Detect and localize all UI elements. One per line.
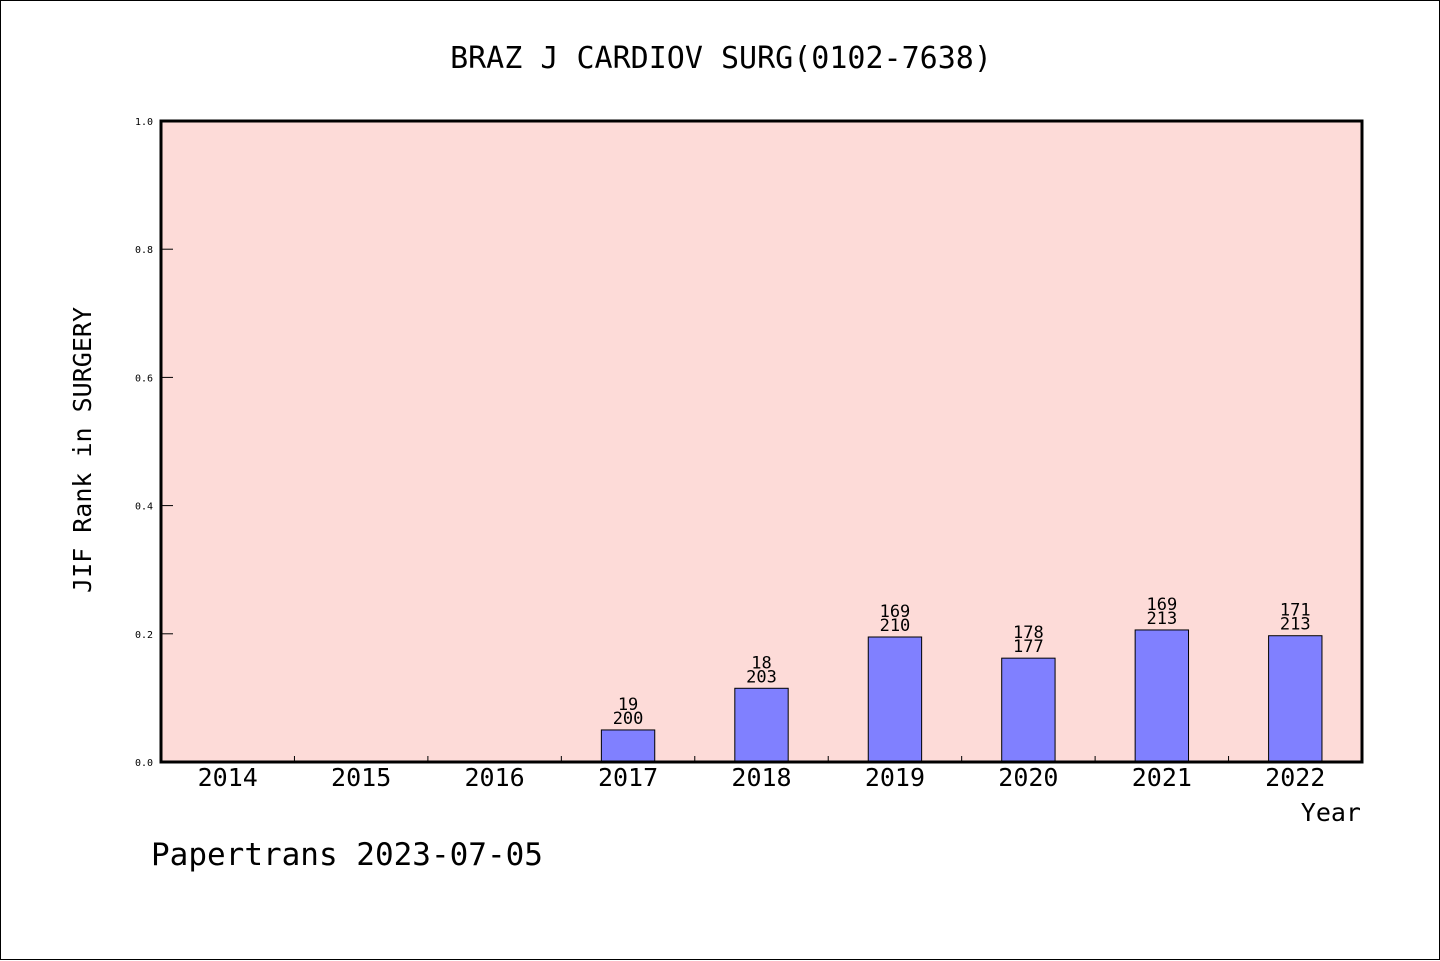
- x-tick-label: 2018: [731, 763, 791, 792]
- x-axis-title: Year: [1301, 798, 1361, 827]
- bar-total-label: 203: [746, 667, 777, 687]
- y-tick-label: 0.0: [135, 758, 153, 769]
- bar-2019: [867, 636, 923, 763]
- bar-rank-label: 18: [751, 653, 771, 673]
- y-tick-label: 0.2: [135, 630, 153, 641]
- x-tick-label: 2020: [998, 763, 1058, 792]
- bar-2018: [734, 687, 789, 763]
- bar-2017: [600, 729, 656, 763]
- bar-total-label: 213: [1280, 615, 1311, 635]
- bar-total-label: 213: [1146, 609, 1177, 629]
- y-tick-label: 0.8: [135, 245, 153, 256]
- bar-rank-label: 171: [1280, 601, 1311, 621]
- x-axis-ticks: 2014 2015 2016 2017 2018 2019 2020 2021 2022: [198, 756, 1325, 792]
- bar-rank-label: 169: [880, 602, 911, 622]
- x-tick-label: 2021: [1132, 763, 1192, 792]
- bars-group: [600, 629, 1323, 763]
- bar-2021: [1134, 629, 1190, 763]
- footer-credit: Papertrans 2023-07-05: [151, 837, 543, 873]
- bar-2020: [1001, 657, 1056, 763]
- x-tick-label: 2022: [1265, 763, 1325, 792]
- bar-2022: [1268, 635, 1323, 763]
- x-tick-label: 2017: [598, 763, 658, 792]
- bar-total-label: 200: [613, 709, 644, 729]
- bar-rank-label: 178: [1013, 623, 1044, 643]
- x-tick-label: 2014: [198, 763, 258, 792]
- x-tick-label: 2016: [465, 763, 525, 792]
- bar-rank-label: 169: [1146, 595, 1177, 615]
- x-tick-label: 2015: [331, 763, 391, 792]
- x-tick-label: 2019: [865, 763, 925, 792]
- bar-rank-label: 19: [618, 695, 638, 715]
- chart-title: BRAZ J CARDIOV SURG(0102-7638): [450, 41, 992, 76]
- y-tick-label: 0.6: [135, 373, 153, 384]
- bar-total-label: 210: [880, 616, 911, 636]
- plot-border: [159, 119, 1364, 764]
- y-tick-label: 0.4: [135, 502, 153, 513]
- y-tick-label: 1.0: [135, 117, 153, 128]
- bar-total-label: 177: [1013, 637, 1044, 657]
- y-axis-title: JIF Rank in SURGERY: [68, 307, 97, 593]
